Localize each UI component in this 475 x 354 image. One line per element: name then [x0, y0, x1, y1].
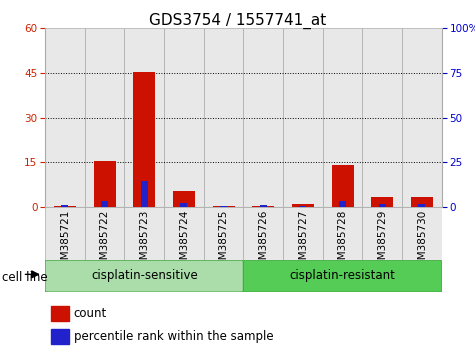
- Bar: [164, 207, 204, 260]
- Text: GSM385728: GSM385728: [338, 210, 348, 273]
- Bar: [323, 207, 362, 260]
- Bar: [243, 207, 283, 260]
- Bar: [362, 207, 402, 260]
- Bar: [402, 28, 442, 207]
- Bar: [61, 205, 68, 207]
- Bar: [204, 207, 243, 260]
- Text: GSM385723: GSM385723: [139, 210, 149, 273]
- Bar: [94, 161, 115, 207]
- Bar: [141, 181, 148, 207]
- Bar: [204, 28, 243, 207]
- Text: GSM385727: GSM385727: [298, 210, 308, 273]
- Bar: [124, 207, 164, 260]
- Text: GSM385726: GSM385726: [258, 210, 268, 273]
- Bar: [402, 207, 442, 260]
- Bar: [124, 28, 164, 207]
- Bar: [45, 28, 85, 207]
- Text: cisplatin-sensitive: cisplatin-sensitive: [91, 269, 198, 282]
- Bar: [323, 28, 362, 207]
- Bar: [101, 201, 108, 207]
- Text: percentile rank within the sample: percentile rank within the sample: [74, 330, 273, 343]
- Bar: [243, 28, 283, 207]
- Text: GSM385725: GSM385725: [218, 210, 228, 273]
- Bar: [292, 204, 314, 207]
- Text: GSM385724: GSM385724: [179, 210, 189, 273]
- Bar: [379, 204, 386, 207]
- Bar: [299, 206, 306, 207]
- Bar: [54, 206, 76, 207]
- Bar: [283, 207, 323, 260]
- Text: count: count: [74, 307, 107, 320]
- Bar: [85, 28, 124, 207]
- Text: cisplatin-resistant: cisplatin-resistant: [290, 269, 396, 282]
- Bar: [418, 204, 426, 207]
- Bar: [164, 28, 204, 207]
- Bar: [332, 165, 353, 207]
- Bar: [213, 206, 235, 207]
- Text: GSM385730: GSM385730: [417, 210, 427, 273]
- Text: GSM385729: GSM385729: [377, 210, 387, 273]
- Bar: [51, 329, 69, 344]
- Bar: [51, 306, 69, 321]
- Bar: [371, 197, 393, 207]
- Text: GDS3754 / 1557741_at: GDS3754 / 1557741_at: [149, 12, 326, 29]
- FancyBboxPatch shape: [45, 260, 243, 292]
- Bar: [45, 207, 85, 260]
- Bar: [220, 206, 227, 207]
- Bar: [260, 205, 267, 207]
- Bar: [85, 207, 124, 260]
- Bar: [133, 72, 155, 207]
- Bar: [362, 28, 402, 207]
- Text: GSM385722: GSM385722: [100, 210, 110, 273]
- Bar: [173, 191, 195, 207]
- Text: GSM385721: GSM385721: [60, 210, 70, 273]
- Text: cell line: cell line: [2, 272, 48, 284]
- Bar: [339, 201, 346, 207]
- Bar: [283, 28, 323, 207]
- Bar: [252, 206, 274, 207]
- FancyBboxPatch shape: [243, 260, 442, 292]
- Bar: [180, 202, 188, 207]
- Bar: [411, 197, 433, 207]
